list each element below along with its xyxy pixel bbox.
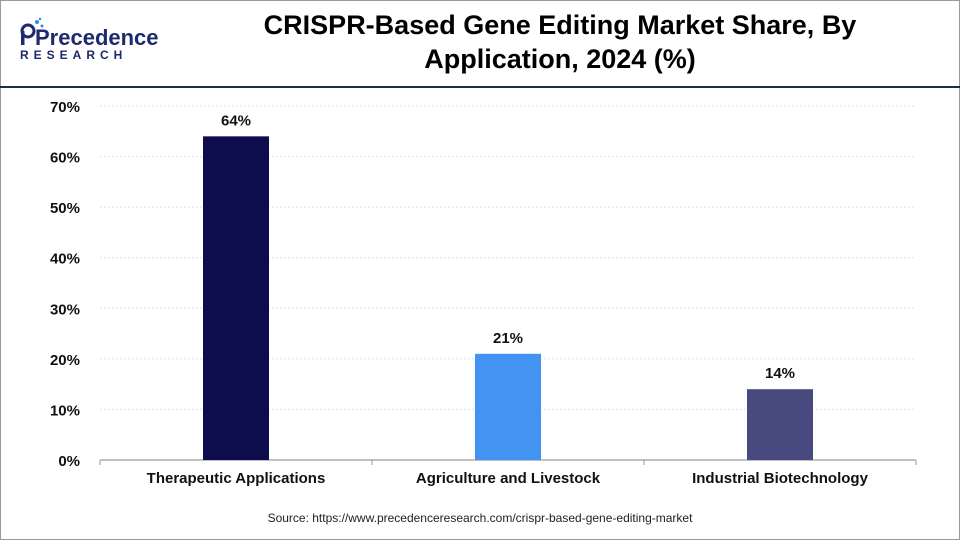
bar-chart: 0% 10% 20% 30% 40% 50% 60% 70% 64% Therapeutic Ap…	[50, 99, 917, 487]
x-tick-label: Agriculture and Livestock	[416, 470, 601, 487]
y-tick-label: 70%	[50, 99, 80, 116]
logo-word: Precedence	[35, 25, 159, 50]
data-label: 21%	[493, 330, 523, 347]
chart-title-line-1: CRISPR-Based Gene Editing Market Share, …	[263, 10, 857, 40]
y-tick-label: 50%	[50, 200, 80, 217]
y-tick-label: 40%	[50, 251, 80, 268]
y-tick-label: 20%	[50, 352, 80, 369]
bar	[747, 389, 813, 460]
y-tick-label: 30%	[50, 301, 80, 318]
data-label: 64%	[221, 112, 251, 129]
header: Precedence RESEARCH CRISPR-Based Gene Ed…	[0, 0, 960, 86]
logo-mark-icon	[20, 17, 44, 45]
y-tick-label: 60%	[50, 150, 80, 167]
logo-subword: RESEARCH	[20, 48, 127, 62]
bar	[475, 353, 541, 460]
header-divider	[0, 86, 960, 88]
precedence-research-logo: Precedence RESEARCH	[20, 17, 159, 62]
source-note: Source: https://www.precedenceresearch.c…	[267, 511, 693, 525]
chart-title: CRISPR-Based Gene Editing Market Share, …	[190, 8, 930, 76]
y-tick-label: 0%	[58, 453, 80, 470]
x-tick-label: Therapeutic Applications	[147, 470, 326, 487]
bar	[203, 136, 269, 460]
chart-title-line-2: Application, 2024 (%)	[424, 44, 696, 74]
y-tick-label: 10%	[50, 402, 80, 419]
x-tick-label: Industrial Biotechnology	[692, 470, 868, 487]
data-label: 14%	[765, 365, 795, 382]
